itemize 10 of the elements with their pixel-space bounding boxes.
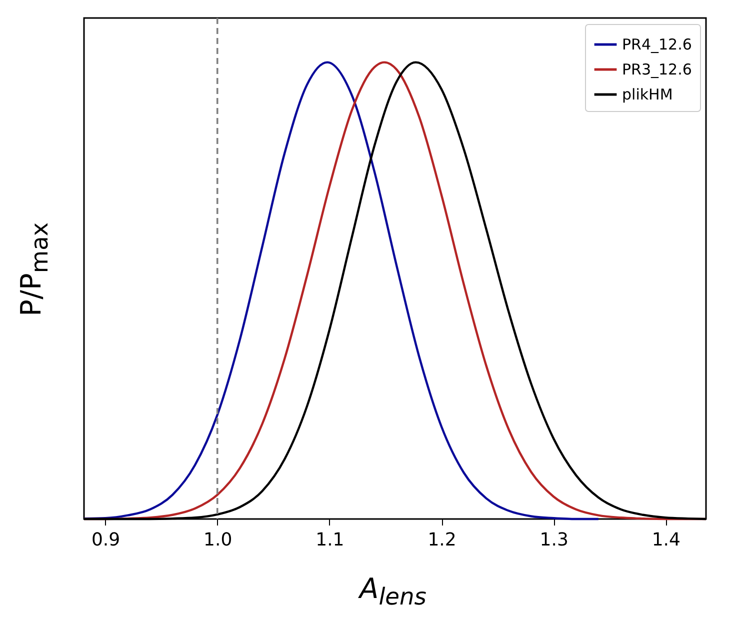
legend-label: PR4_12.6 [622, 36, 692, 54]
x-tick-label: 1.2 [428, 530, 456, 550]
x-tick-label: 1.1 [316, 530, 344, 550]
legend-label: PR3_12.6 [622, 60, 692, 78]
x-tick-label: 1.0 [204, 530, 232, 550]
x-tick-label: 0.9 [91, 530, 120, 550]
x-tick-label: 1.4 [652, 530, 680, 550]
x-axis-title: A$_{lens}$ [357, 572, 428, 611]
x-tick-label: 1.3 [540, 530, 568, 550]
legend-label: plikHM [622, 86, 673, 104]
